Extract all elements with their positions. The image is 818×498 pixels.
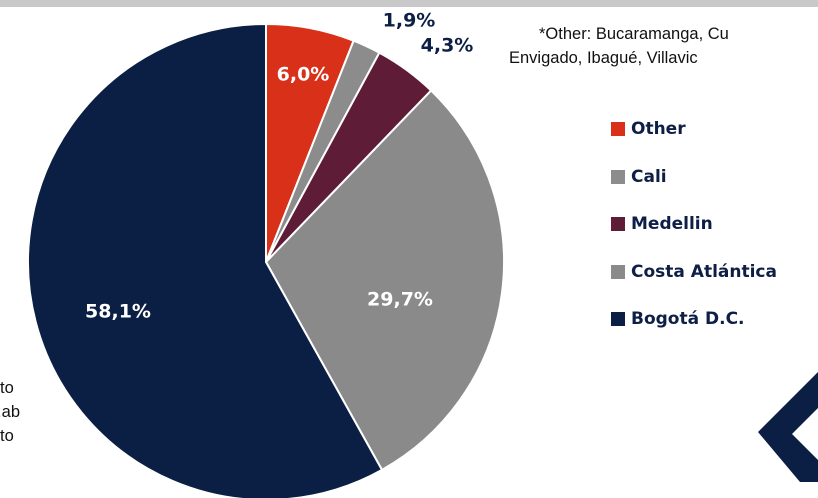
legend-label-bogota: Bogotá D.C. <box>631 309 745 329</box>
chart-legend: Other Cali Medellin Costa Atlántica Bogo… <box>611 117 777 355</box>
data-label-bogot-d-c: 58,1% <box>85 301 151 323</box>
data-label-other: 6,0% <box>277 64 330 86</box>
legend-item-other: Other <box>611 117 777 141</box>
pie-slice-bogot-d-c <box>27 22 384 498</box>
legend-label-cali: Cali <box>631 166 667 187</box>
legend-swatch-costa-atlantica <box>611 264 625 279</box>
legend-label-other: Other <box>631 119 686 139</box>
left-note-2: ab. <box>0 403 20 421</box>
legend-swatch-cali <box>611 169 625 184</box>
legend-item-cali: Cali <box>611 165 777 189</box>
footnote: *Other: Bucaramanga, Cu Envigado, Ibagué… <box>509 22 818 70</box>
legend-swatch-bogota <box>611 312 625 326</box>
brand-logo-icon <box>758 372 818 482</box>
data-label-costa-atl-ntica: 29,7% <box>367 289 433 311</box>
top-divider <box>0 0 818 7</box>
pie-slice-costa-atl-ntica <box>264 89 505 472</box>
legend-item-medellin: Medellin <box>611 212 777 236</box>
legend-item-costa-atlantica: Costa Atlántica <box>611 260 777 284</box>
footnote-line-1: *Other: Bucaramanga, Cu <box>539 25 729 43</box>
left-note-1: to <box>0 379 14 397</box>
pie-data-labels: 6,0% 1,9% 4,3% 29,7% 58,1% <box>85 10 473 323</box>
data-label-cali: 1,9% <box>383 10 436 32</box>
footnote-line-2: Envigado, Ibagué, Villavic <box>509 49 698 67</box>
data-label-medellin: 4,3% <box>421 35 474 57</box>
legend-swatch-medellin <box>611 217 625 231</box>
pie-slices <box>27 22 505 498</box>
legend-swatch-other <box>611 122 625 136</box>
legend-item-bogota: Bogotá D.C. <box>611 307 777 331</box>
legend-label-costa-atlantica: Costa Atlántica <box>631 261 777 282</box>
legend-label-medellin: Medellin <box>631 214 713 234</box>
left-side-notes: to ab. to <box>0 376 20 448</box>
left-note-3: to <box>0 427 14 445</box>
